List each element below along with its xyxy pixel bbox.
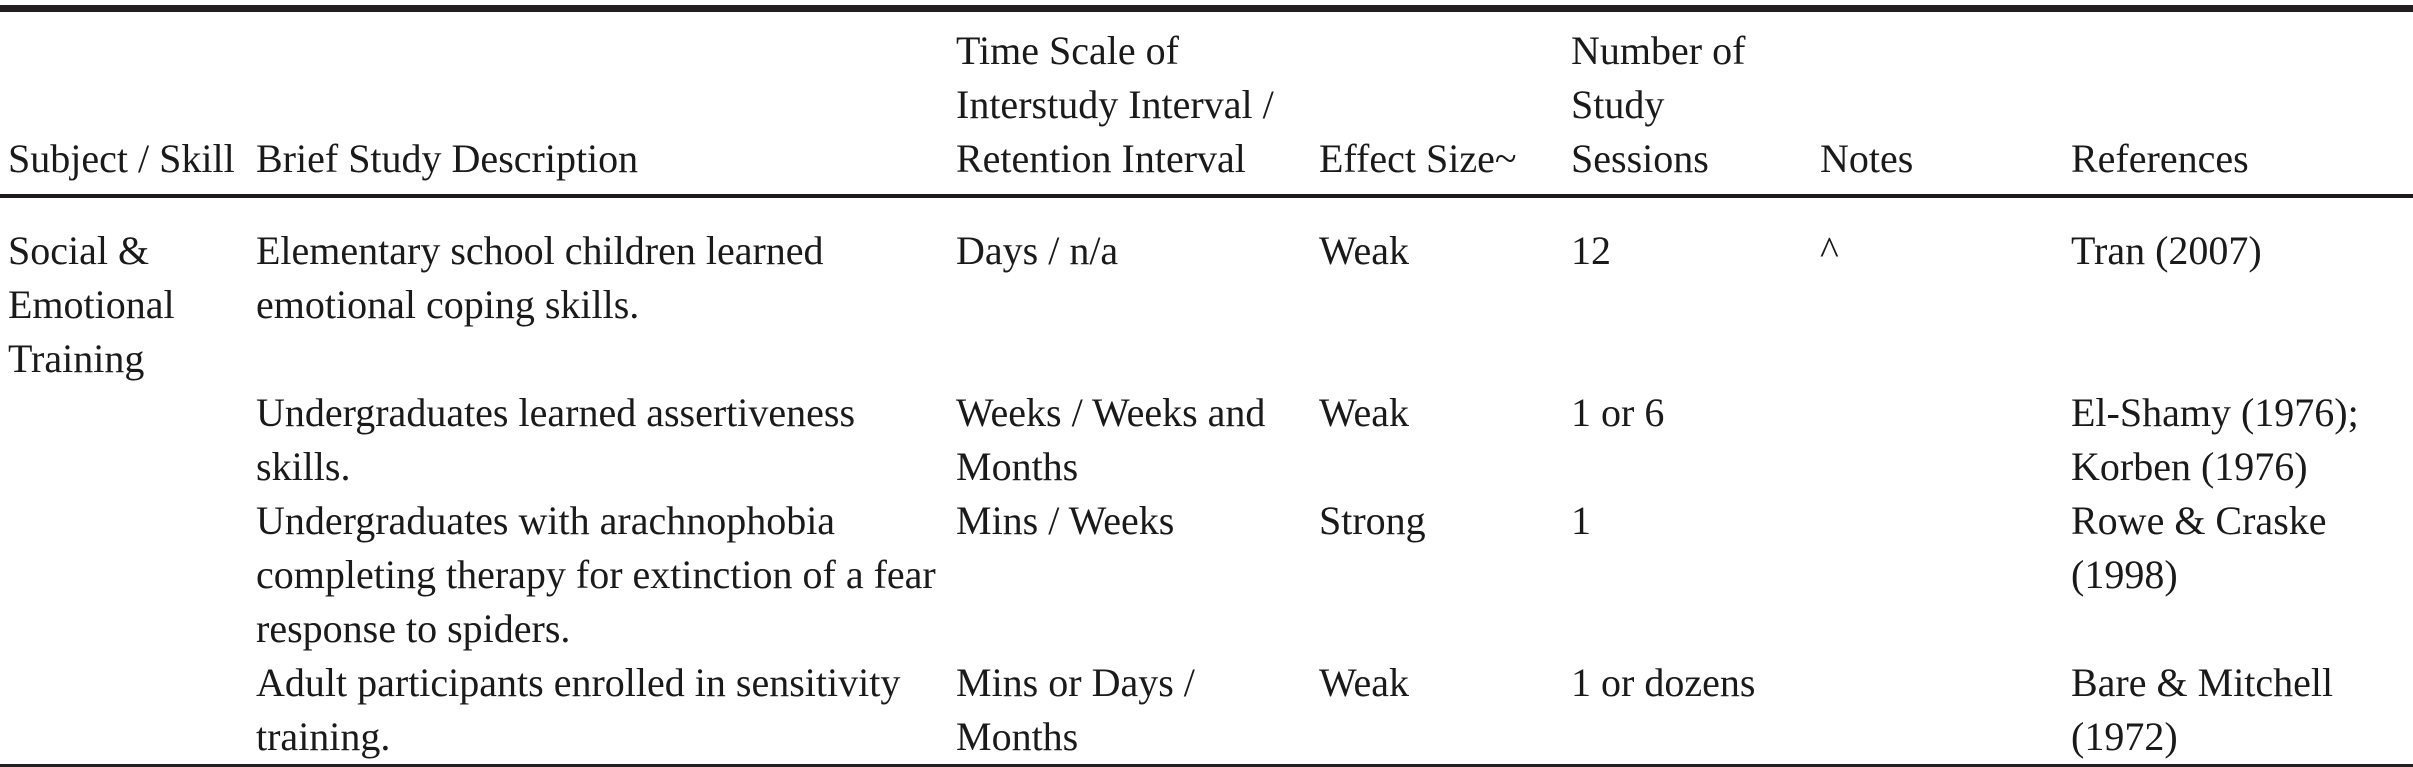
cell-notes bbox=[1820, 386, 2071, 494]
cell-num-sessions: 1 or dozens bbox=[1571, 660, 1756, 705]
cell-notes: ^ bbox=[1820, 228, 1839, 273]
cell-time-scale: Weeks / Weeks and Months bbox=[956, 390, 1266, 489]
cell-references: Bare & Mitchell (1972) bbox=[2071, 660, 2334, 759]
cell-description: Adult participants enrolled in sensitivi… bbox=[256, 660, 901, 759]
cell-num-sessions: 12 bbox=[1571, 228, 1611, 273]
cell-subject-skill bbox=[0, 386, 256, 494]
cell-description: Undergraduates with arachnophobia comple… bbox=[256, 498, 936, 651]
column-header-num-sessions: Number of Study Sessions bbox=[1571, 8, 1820, 198]
cell-num-sessions: 1 or 6 bbox=[1571, 390, 1665, 435]
cell-time-scale: Days / n/a bbox=[956, 228, 1119, 273]
cell-subject-skill: Social & Emotional Training bbox=[8, 228, 175, 381]
cell-description: Undergraduates learned assertiveness ski… bbox=[256, 390, 856, 489]
table-row: Undergraduates with arachnophobia comple… bbox=[0, 494, 2413, 656]
study-table: Subject / Skill Brief Study Description … bbox=[0, 5, 2413, 767]
column-header-description: Brief Study Description bbox=[256, 8, 956, 198]
cell-notes bbox=[1820, 656, 2071, 767]
table-header: Subject / Skill Brief Study Description … bbox=[0, 8, 2413, 198]
cell-effect-size: Weak bbox=[1319, 228, 1410, 273]
cell-references: Tran (2007) bbox=[2071, 228, 2262, 273]
cell-subject-skill bbox=[0, 656, 256, 767]
cell-references: Rowe & Craske (1998) bbox=[2071, 498, 2327, 597]
header-row: Subject / Skill Brief Study Description … bbox=[0, 8, 2413, 198]
table-row: Social & Emotional Training Elementary s… bbox=[0, 196, 2413, 386]
table-row: Adult participants enrolled in sensitivi… bbox=[0, 656, 2413, 767]
cell-notes bbox=[1820, 494, 2071, 656]
column-header-references: References bbox=[2071, 8, 2413, 198]
cell-references: El-Shamy (1976); Korben (1976) bbox=[2071, 390, 2359, 489]
column-header-subject-skill: Subject / Skill bbox=[0, 8, 256, 198]
cell-description: Elementary school children learned emoti… bbox=[256, 228, 824, 327]
column-header-effect-size: Effect Size~ bbox=[1319, 8, 1571, 198]
table-body: Social & Emotional Training Elementary s… bbox=[0, 196, 2413, 767]
cell-effect-size: Weak bbox=[1319, 390, 1410, 435]
column-header-notes: Notes bbox=[1820, 8, 2071, 198]
cell-num-sessions: 1 bbox=[1571, 498, 1591, 543]
cell-subject-skill bbox=[0, 494, 256, 656]
table-row: Undergraduates learned assertiveness ski… bbox=[0, 386, 2413, 494]
column-header-time-scale: Time Scale of Interstudy Interval / Rete… bbox=[956, 8, 1319, 198]
cell-time-scale: Mins / Weeks bbox=[956, 498, 1175, 543]
cell-time-scale: Mins or Days / Months bbox=[956, 660, 1195, 759]
cell-effect-size: Strong bbox=[1319, 498, 1426, 543]
cell-effect-size: Weak bbox=[1319, 660, 1410, 705]
